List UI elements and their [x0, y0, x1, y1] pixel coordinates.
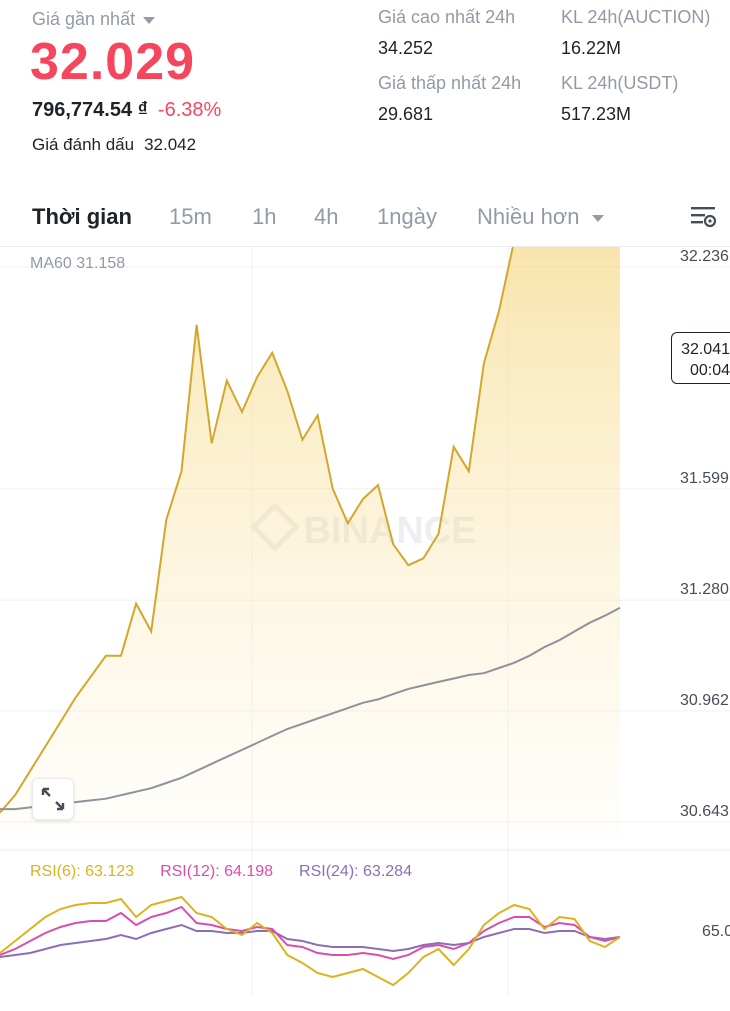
stat-label: KL 24h(USDT) — [561, 73, 679, 93]
price-area-fill — [0, 108, 620, 838]
current-candle-countdown: 00:04 — [689, 362, 730, 379]
change-percent: -6.38% — [157, 99, 222, 121]
mark-price-row: Giá đánh dấu 32.042 — [32, 135, 196, 155]
tab-more[interactable]: Nhiều hơn — [477, 204, 604, 230]
price-axis-tick: 30.643 — [680, 803, 729, 820]
rsi6-label: RSI(6): 63.123 — [30, 863, 135, 880]
stat-low-24h: Giá thấp nhất 24h 29.681 — [378, 73, 521, 125]
rsi6-line — [0, 895, 621, 987]
ticker-header: Giá gần nhất 32.029 796,774.54 ₫ -6.38% … — [0, 0, 730, 180]
rsi24-label: RSI(24): 63.284 — [299, 863, 412, 880]
current-price-value: 32.041 — [681, 341, 730, 358]
rsi12-label: RSI(12): 64.198 — [160, 863, 274, 880]
tab-15m[interactable]: 15m — [169, 204, 212, 229]
stat-label: KL 24h(AUCTION) — [561, 7, 711, 27]
mark-price-label: Giá đánh dấu — [32, 135, 135, 154]
last-price-label: Giá gần nhất — [32, 9, 136, 29]
rsi-axis-tick: 65.0 — [702, 923, 730, 940]
last-price-selector[interactable]: Giá gần nhất — [32, 9, 156, 30]
divider — [0, 246, 730, 247]
chart-settings-icon[interactable] — [690, 205, 716, 229]
current-price-tag: 32.041 00:04 — [671, 332, 730, 384]
last-price: 32.029 — [30, 33, 196, 91]
price-axis: 32.236 31.599 31.280 30.962 30.643 — [680, 248, 729, 820]
price-axis-tick: 30.962 — [680, 692, 729, 709]
expand-arrows-icon — [41, 787, 65, 811]
interval-tabs: Thời gian 15m 1h 4h 1ngày Nhiều hơn — [0, 195, 730, 241]
stat-volume-quote: KL 24h(USDT) 517.23M — [561, 73, 678, 125]
ma60-label: MA60 31.158 — [30, 255, 126, 272]
rsi12-line — [0, 905, 621, 961]
fiat-price: 796,774.54 ₫ — [32, 99, 148, 121]
price-axis-tick: 32.236 — [680, 248, 729, 265]
tab-1h[interactable]: 1h — [252, 204, 277, 229]
tab-more-label: Nhiều hơn — [477, 204, 580, 229]
rsi-legend: RSI(6): 63.123 RSI(12): 64.198 RSI(24): … — [30, 863, 412, 881]
tab-1day[interactable]: 1ngày — [377, 204, 437, 229]
price-axis-tick: 31.599 — [680, 470, 729, 487]
stat-value: 517.23M — [561, 104, 632, 124]
price-axis-tick: 31.280 — [680, 581, 729, 598]
fullscreen-button[interactable] — [32, 778, 74, 820]
stat-label: Giá thấp nhất 24h — [378, 73, 522, 93]
stat-label: Giá cao nhất 24h — [378, 7, 516, 27]
stat-volume-base: KL 24h(AUCTION) 16.22M — [561, 7, 710, 59]
stat-high-24h: Giá cao nhất 24h 34.252 — [378, 7, 515, 59]
stat-value: 34.252 — [378, 38, 434, 58]
chart-area[interactable]: BINANCE 32.236 31.599 31.280 30.962 30.643 6… — [0, 105, 730, 1011]
dropdown-caret-icon — [591, 214, 604, 222]
mark-price-value: 32.042 — [144, 135, 197, 154]
dropdown-caret-icon — [143, 17, 156, 24]
tab-time[interactable]: Thời gian — [32, 204, 132, 229]
ma60-line — [0, 606, 621, 811]
rsi24-line — [0, 923, 621, 958]
stat-value: 16.22M — [561, 38, 622, 58]
stat-value: 29.681 — [378, 104, 434, 124]
tab-4h[interactable]: 4h — [314, 204, 339, 229]
price-subrow: 796,774.54 ₫ -6.38% — [32, 99, 221, 122]
